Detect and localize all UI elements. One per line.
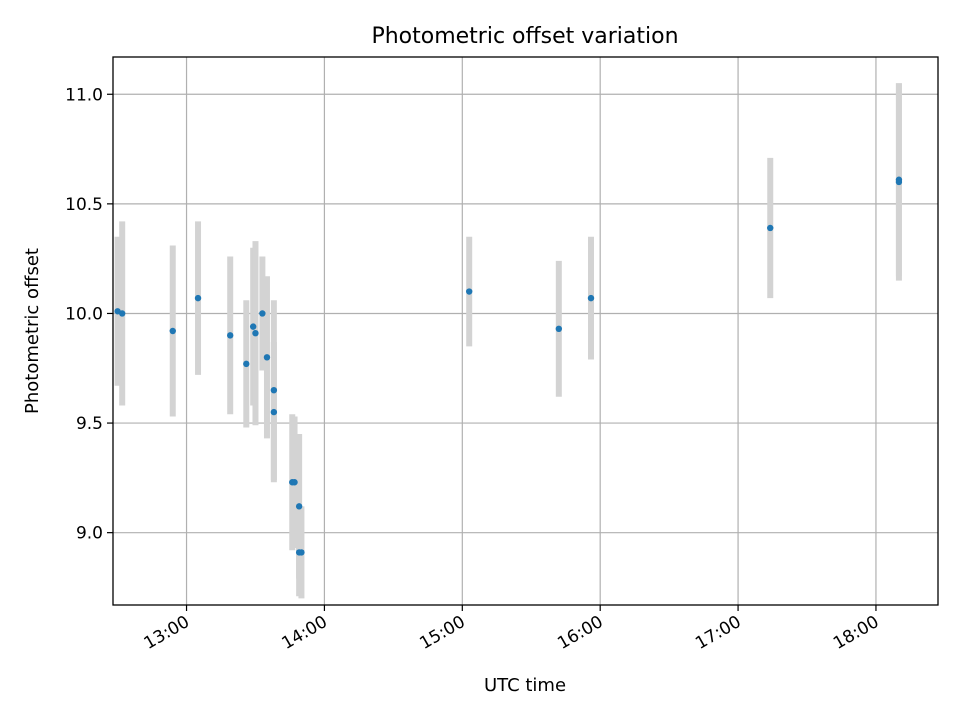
x-tick-label: 17:00 [692, 612, 744, 654]
grid-layer [113, 57, 938, 605]
y-tick-label: 10.0 [65, 304, 103, 324]
data-point [243, 360, 250, 368]
data-point [298, 549, 305, 556]
data-point [270, 386, 278, 394]
plot-frame [112, 56, 939, 606]
data-point [295, 503, 303, 510]
data-point [587, 294, 595, 302]
data-point [227, 332, 234, 339]
y-tick-label: 9.0 [76, 524, 103, 544]
x-tick-label: 13:00 [141, 612, 193, 654]
y-tick-label: 10.5 [65, 195, 103, 215]
x-tick-label: 18:00 [830, 612, 882, 654]
data-point [767, 224, 774, 232]
x-tick-label: 16:00 [554, 612, 606, 654]
data-point [169, 327, 176, 335]
point-layer [114, 176, 903, 556]
data-point [555, 325, 563, 333]
data-point [291, 479, 298, 486]
data-point [118, 310, 126, 317]
data-point [465, 288, 473, 295]
y-tick-label: 11.0 [65, 85, 103, 105]
x-tick-label: 14:00 [278, 612, 330, 654]
chart-title: Photometric offset variation [371, 24, 678, 49]
x-tick-label: 15:00 [416, 612, 468, 654]
data-point [194, 294, 202, 302]
x-axis-label: UTC time [484, 675, 566, 696]
y-tick-label: 9.5 [76, 414, 103, 434]
data-point [263, 354, 271, 361]
data-point [270, 408, 278, 416]
y-axis-label: Photometric offset [22, 248, 43, 414]
data-point [895, 178, 903, 186]
tick-layer: 13:00 14:00 15:00 16:00 17:00 18:00 9.0 9.5 10.0… [65, 85, 882, 654]
data-point [249, 323, 257, 330]
data-point [259, 310, 266, 317]
errorbar-layer [114, 83, 902, 599]
data-point [252, 329, 259, 337]
